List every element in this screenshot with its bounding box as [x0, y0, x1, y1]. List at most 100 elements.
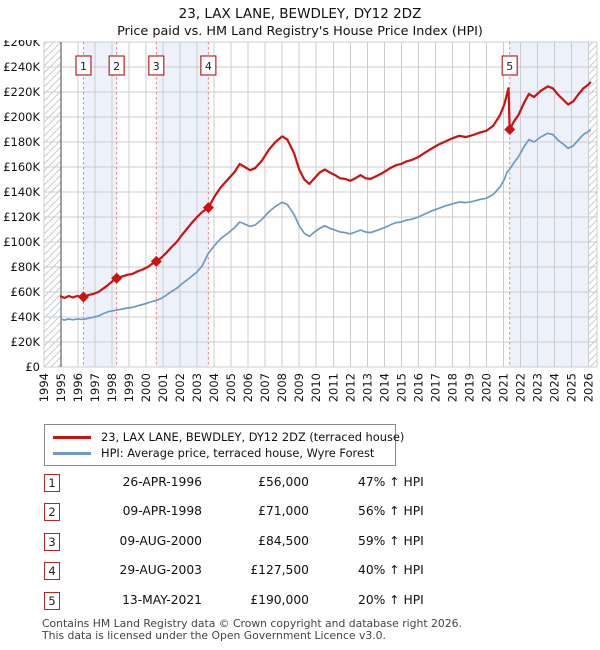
- sale-date: 09-AUG-2000: [119, 533, 203, 548]
- footer-licence-text: Contains HM Land Registry data © Crown c…: [42, 618, 598, 642]
- page-subtitle: Price paid vs. HM Land Registry's House …: [117, 24, 483, 39]
- sale-vs-hpi: 47% ↑ HPI: [358, 475, 424, 489]
- table-row: 2 09-APR-1998 £71,000 56% ↑ HPI: [44, 500, 564, 529]
- table-row: 4 29-AUG-2003 £127,500 40% ↑ HPI: [44, 559, 564, 588]
- y-axis-labels: £0 £20K £40K £60K £80K £100K £120K £140K £160K £1…: [3, 35, 41, 374]
- sale-price: £84,500: [258, 533, 309, 548]
- hpi-line: [60, 129, 592, 321]
- svg-text:2014: 2014: [377, 373, 391, 402]
- sale-vs-hpi: 56% ↑ HPI: [358, 504, 424, 519]
- sale-number-badge: 3: [44, 532, 60, 551]
- shaded-ownership-bands: [83, 42, 589, 367]
- svg-text:2018: 2018: [445, 373, 459, 402]
- sale-flag-number: 1: [80, 60, 87, 73]
- svg-text:2000: 2000: [139, 373, 153, 402]
- footer-line-2: This data is licensed under the Open Gov…: [42, 629, 386, 642]
- svg-text:2010: 2010: [309, 373, 323, 402]
- sale-price: £71,000: [258, 504, 309, 519]
- page-title: 23, LAX LANE, BEWDLEY, DY12 2DZ: [178, 6, 422, 22]
- legend-item-property: 23, LAX LANE, BEWDLEY, DY12 2DZ (terrace…: [53, 429, 404, 445]
- sale-number-badge: 4: [44, 562, 60, 581]
- sale-flag-number: 4: [205, 60, 212, 73]
- sale-date: 26-APR-1996: [122, 475, 202, 489]
- gridlines: [43, 41, 598, 368]
- svg-text:1995: 1995: [54, 373, 68, 402]
- legend-item-hpi: HPI: Average price, terraced house, Wyre…: [53, 445, 387, 461]
- svg-text:2002: 2002: [173, 373, 187, 402]
- svg-text:1998: 1998: [105, 373, 119, 402]
- svg-text:2022: 2022: [513, 373, 527, 402]
- sale-vs-hpi: 40% ↑ HPI: [358, 563, 424, 578]
- price-chart-canvas: 1 2 3 4 5 £0 £20K £40K £60K £80K £100K £120K £140K £1…: [3, 35, 598, 402]
- svg-text:2017: 2017: [428, 373, 442, 402]
- sale-markers: [77, 124, 516, 303]
- svg-text:£140K: £140K: [3, 185, 40, 199]
- sale-date-lines: [82, 42, 511, 367]
- svg-text:£240K: £240K: [3, 60, 40, 74]
- sale-marker: [504, 124, 516, 135]
- legend-label: 23, LAX LANE, BEWDLEY, DY12 2DZ (terrace…: [101, 430, 405, 444]
- svg-text:£180K: £180K: [3, 135, 40, 149]
- x-axis-labels: 1994 1995 1996 1997 1998 1999 2000 2001 2002 2003…: [37, 373, 595, 402]
- price-chart: 1 2 3 4 5 £0 £20K £40K £60K £80K £100K £120K £140K £1…: [0, 35, 600, 418]
- sale-flag-box: [108, 55, 125, 76]
- svg-text:£40K: £40K: [11, 310, 41, 324]
- sale-date: 29-AUG-2003: [119, 563, 203, 578]
- svg-text:2020: 2020: [479, 373, 493, 402]
- sale-number-flags: 1 2 3 4 5: [75, 55, 518, 76]
- svg-text:£60K: £60K: [11, 285, 41, 299]
- svg-text:£220K: £220K: [3, 85, 40, 99]
- table-row: 5 13-MAY-2021 £190,000 20% ↑ HPI: [44, 589, 564, 618]
- svg-text:£200K: £200K: [3, 110, 40, 124]
- table-row: 1 26-APR-1996 £56,000 47% ↑ HPI: [44, 471, 564, 500]
- sale-flag-box: [148, 55, 165, 76]
- legend-label: HPI: Average price, terraced house, Wyre…: [101, 446, 375, 460]
- svg-text:£100K: £100K: [3, 235, 40, 249]
- svg-text:£120K: £120K: [3, 210, 40, 224]
- svg-text:2009: 2009: [292, 373, 306, 402]
- sale-number-badge: 5: [44, 591, 60, 610]
- sale-flag-number: 5: [506, 60, 513, 73]
- sale-marker: [202, 202, 214, 214]
- svg-text:2016: 2016: [411, 373, 425, 402]
- svg-text:2024: 2024: [547, 373, 561, 402]
- svg-text:1994: 1994: [37, 373, 51, 402]
- sale-price: £56,000: [258, 475, 309, 489]
- svg-text:2005: 2005: [224, 373, 238, 402]
- svg-text:2026: 2026: [581, 373, 595, 402]
- svg-text:1996: 1996: [71, 373, 85, 402]
- sale-marker: [111, 272, 123, 284]
- svg-text:£80K: £80K: [11, 260, 41, 274]
- svg-text:£260K: £260K: [3, 40, 40, 49]
- svg-text:2015: 2015: [394, 373, 408, 402]
- svg-text:2019: 2019: [462, 373, 476, 402]
- sale-flag-number: 2: [113, 60, 120, 73]
- sale-flag-box: [200, 55, 217, 76]
- sale-vs-hpi: 20% ↑ HPI: [358, 592, 424, 607]
- svg-text:2011: 2011: [326, 373, 340, 402]
- sale-marker: [150, 255, 162, 267]
- svg-text:1997: 1997: [88, 373, 102, 402]
- svg-text:1999: 1999: [122, 373, 136, 402]
- sales-table: 1 26-APR-1996 £56,000 47% ↑ HPI 2 09-APR-1998…: [44, 471, 564, 618]
- svg-text:2008: 2008: [275, 373, 289, 402]
- svg-text:2006: 2006: [241, 373, 255, 402]
- svg-text:2013: 2013: [360, 373, 374, 402]
- sale-price: £190,000: [250, 592, 309, 607]
- sale-date: 09-APR-1998: [122, 504, 202, 519]
- hpi-line-swatch: [53, 451, 91, 455]
- svg-text:2001: 2001: [156, 373, 170, 402]
- svg-text:2003: 2003: [190, 373, 204, 402]
- svg-text:£20K: £20K: [11, 335, 41, 349]
- sale-vs-hpi: 59% ↑ HPI: [358, 533, 424, 548]
- svg-text:£160K: £160K: [3, 160, 40, 174]
- property-line-swatch: [53, 435, 91, 439]
- chart-legend: 23, LAX LANE, BEWDLEY, DY12 2DZ (terrace…: [44, 424, 404, 466]
- sale-price: £127,500: [250, 563, 309, 578]
- svg-text:2023: 2023: [530, 373, 544, 402]
- svg-text:2012: 2012: [343, 373, 357, 402]
- footer-line-1: Contains HM Land Registry data © Crown c…: [42, 617, 462, 630]
- sale-flag-box: [501, 55, 518, 76]
- sale-date: 13-MAY-2021: [122, 592, 202, 607]
